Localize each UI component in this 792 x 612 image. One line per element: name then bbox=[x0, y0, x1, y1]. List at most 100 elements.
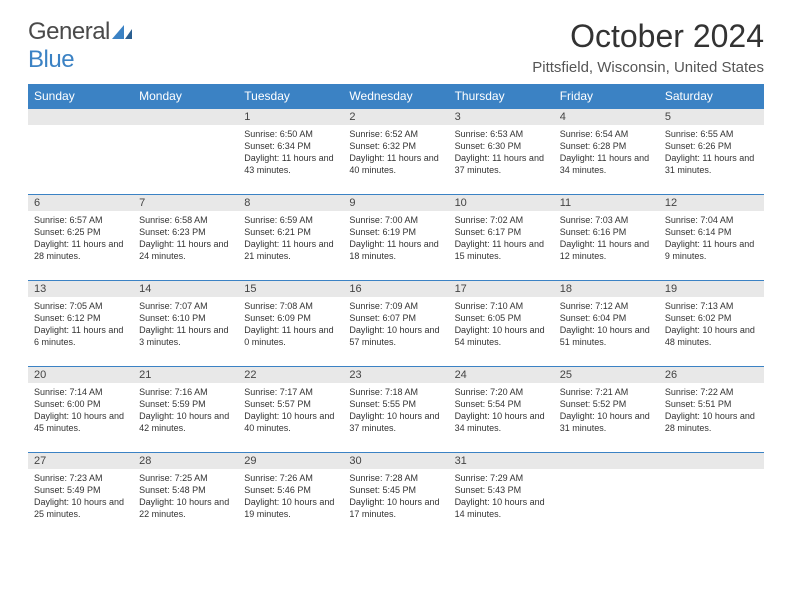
day-content: Sunrise: 7:18 AMSunset: 5:55 PMDaylight:… bbox=[343, 383, 448, 438]
sunset-text: Sunset: 5:59 PM bbox=[139, 398, 232, 410]
sunrise-text: Sunrise: 6:54 AM bbox=[560, 128, 653, 140]
day-content: Sunrise: 7:21 AMSunset: 5:52 PMDaylight:… bbox=[554, 383, 659, 438]
day-number: 6 bbox=[28, 195, 133, 211]
day-number: 25 bbox=[554, 367, 659, 383]
day-cell: 15Sunrise: 7:08 AMSunset: 6:09 PMDayligh… bbox=[238, 281, 343, 367]
logo-sail-icon bbox=[112, 25, 132, 39]
day-content: Sunrise: 7:16 AMSunset: 5:59 PMDaylight:… bbox=[133, 383, 238, 438]
sunset-text: Sunset: 5:55 PM bbox=[349, 398, 442, 410]
day-number: 9 bbox=[343, 195, 448, 211]
logo-text-general: General bbox=[28, 18, 110, 45]
day-content: Sunrise: 6:57 AMSunset: 6:25 PMDaylight:… bbox=[28, 211, 133, 266]
day-cell: 27Sunrise: 7:23 AMSunset: 5:49 PMDayligh… bbox=[28, 453, 133, 539]
daylight-text: Daylight: 10 hours and 17 minutes. bbox=[349, 496, 442, 520]
day-content: Sunrise: 7:10 AMSunset: 6:05 PMDaylight:… bbox=[449, 297, 554, 352]
sunset-text: Sunset: 6:07 PM bbox=[349, 312, 442, 324]
day-content: Sunrise: 7:14 AMSunset: 6:00 PMDaylight:… bbox=[28, 383, 133, 438]
weekday-thursday: Thursday bbox=[449, 84, 554, 109]
day-number: 14 bbox=[133, 281, 238, 297]
day-number: 16 bbox=[343, 281, 448, 297]
day-cell: 6Sunrise: 6:57 AMSunset: 6:25 PMDaylight… bbox=[28, 195, 133, 281]
day-number: 13 bbox=[28, 281, 133, 297]
weekday-friday: Friday bbox=[554, 84, 659, 109]
week-row: 13Sunrise: 7:05 AMSunset: 6:12 PMDayligh… bbox=[28, 281, 764, 367]
daylight-text: Daylight: 10 hours and 51 minutes. bbox=[560, 324, 653, 348]
week-row: 20Sunrise: 7:14 AMSunset: 6:00 PMDayligh… bbox=[28, 367, 764, 453]
day-cell: 31Sunrise: 7:29 AMSunset: 5:43 PMDayligh… bbox=[449, 453, 554, 539]
weekday-wednesday: Wednesday bbox=[343, 84, 448, 109]
sunset-text: Sunset: 6:04 PM bbox=[560, 312, 653, 324]
sunset-text: Sunset: 6:17 PM bbox=[455, 226, 548, 238]
day-cell: 30Sunrise: 7:28 AMSunset: 5:45 PMDayligh… bbox=[343, 453, 448, 539]
day-cell: 18Sunrise: 7:12 AMSunset: 6:04 PMDayligh… bbox=[554, 281, 659, 367]
logo-text-blue: Blue bbox=[28, 46, 74, 73]
sunrise-text: Sunrise: 7:28 AM bbox=[349, 472, 442, 484]
day-cell: 8Sunrise: 6:59 AMSunset: 6:21 PMDaylight… bbox=[238, 195, 343, 281]
day-content: Sunrise: 7:12 AMSunset: 6:04 PMDaylight:… bbox=[554, 297, 659, 352]
sunset-text: Sunset: 5:46 PM bbox=[244, 484, 337, 496]
day-cell: 3Sunrise: 6:53 AMSunset: 6:30 PMDaylight… bbox=[449, 109, 554, 195]
title-block: October 2024 Pittsfield, Wisconsin, Unit… bbox=[532, 18, 764, 76]
sunrise-text: Sunrise: 6:58 AM bbox=[139, 214, 232, 226]
sunset-text: Sunset: 5:45 PM bbox=[349, 484, 442, 496]
week-row: 1Sunrise: 6:50 AMSunset: 6:34 PMDaylight… bbox=[28, 109, 764, 195]
sunrise-text: Sunrise: 7:21 AM bbox=[560, 386, 653, 398]
day-content: Sunrise: 7:22 AMSunset: 5:51 PMDaylight:… bbox=[659, 383, 764, 438]
sunrise-text: Sunrise: 6:52 AM bbox=[349, 128, 442, 140]
day-number: 31 bbox=[449, 453, 554, 469]
day-content: Sunrise: 7:13 AMSunset: 6:02 PMDaylight:… bbox=[659, 297, 764, 352]
sunrise-text: Sunrise: 7:29 AM bbox=[455, 472, 548, 484]
sunrise-text: Sunrise: 7:05 AM bbox=[34, 300, 127, 312]
daylight-text: Daylight: 10 hours and 40 minutes. bbox=[244, 410, 337, 434]
logo: GeneralBlue bbox=[28, 18, 132, 74]
week-row: 6Sunrise: 6:57 AMSunset: 6:25 PMDaylight… bbox=[28, 195, 764, 281]
sunrise-text: Sunrise: 7:22 AM bbox=[665, 386, 758, 398]
empty-cell bbox=[133, 109, 238, 195]
daylight-text: Daylight: 10 hours and 57 minutes. bbox=[349, 324, 442, 348]
day-number: 20 bbox=[28, 367, 133, 383]
daylight-text: Daylight: 11 hours and 6 minutes. bbox=[34, 324, 127, 348]
day-cell: 25Sunrise: 7:21 AMSunset: 5:52 PMDayligh… bbox=[554, 367, 659, 453]
header: GeneralBlue October 2024 Pittsfield, Wis… bbox=[28, 18, 764, 76]
week-row: 27Sunrise: 7:23 AMSunset: 5:49 PMDayligh… bbox=[28, 453, 764, 539]
calendar-page: GeneralBlue October 2024 Pittsfield, Wis… bbox=[0, 0, 792, 557]
sunset-text: Sunset: 5:57 PM bbox=[244, 398, 337, 410]
daylight-text: Daylight: 10 hours and 42 minutes. bbox=[139, 410, 232, 434]
sunset-text: Sunset: 6:16 PM bbox=[560, 226, 653, 238]
day-cell: 24Sunrise: 7:20 AMSunset: 5:54 PMDayligh… bbox=[449, 367, 554, 453]
sunset-text: Sunset: 6:09 PM bbox=[244, 312, 337, 324]
day-cell: 9Sunrise: 7:00 AMSunset: 6:19 PMDaylight… bbox=[343, 195, 448, 281]
sunset-text: Sunset: 6:05 PM bbox=[455, 312, 548, 324]
month-title: October 2024 bbox=[532, 18, 764, 55]
sunset-text: Sunset: 6:23 PM bbox=[139, 226, 232, 238]
day-cell: 7Sunrise: 6:58 AMSunset: 6:23 PMDaylight… bbox=[133, 195, 238, 281]
sunrise-text: Sunrise: 6:55 AM bbox=[665, 128, 758, 140]
day-cell: 11Sunrise: 7:03 AMSunset: 6:16 PMDayligh… bbox=[554, 195, 659, 281]
day-number: 23 bbox=[343, 367, 448, 383]
day-number: 5 bbox=[659, 109, 764, 125]
day-number: 12 bbox=[659, 195, 764, 211]
location: Pittsfield, Wisconsin, United States bbox=[532, 59, 764, 76]
day-number: 22 bbox=[238, 367, 343, 383]
sunset-text: Sunset: 6:14 PM bbox=[665, 226, 758, 238]
day-number: 27 bbox=[28, 453, 133, 469]
day-content: Sunrise: 7:20 AMSunset: 5:54 PMDaylight:… bbox=[449, 383, 554, 438]
calendar-body: 1Sunrise: 6:50 AMSunset: 6:34 PMDaylight… bbox=[28, 109, 764, 539]
day-content: Sunrise: 6:50 AMSunset: 6:34 PMDaylight:… bbox=[238, 125, 343, 180]
day-cell: 16Sunrise: 7:09 AMSunset: 6:07 PMDayligh… bbox=[343, 281, 448, 367]
day-number-empty bbox=[554, 453, 659, 469]
day-number: 17 bbox=[449, 281, 554, 297]
day-content: Sunrise: 7:23 AMSunset: 5:49 PMDaylight:… bbox=[28, 469, 133, 524]
sunset-text: Sunset: 6:30 PM bbox=[455, 140, 548, 152]
daylight-text: Daylight: 11 hours and 37 minutes. bbox=[455, 152, 548, 176]
sunset-text: Sunset: 6:12 PM bbox=[34, 312, 127, 324]
daylight-text: Daylight: 11 hours and 18 minutes. bbox=[349, 238, 442, 262]
day-content: Sunrise: 7:29 AMSunset: 5:43 PMDaylight:… bbox=[449, 469, 554, 524]
day-cell: 10Sunrise: 7:02 AMSunset: 6:17 PMDayligh… bbox=[449, 195, 554, 281]
day-number: 8 bbox=[238, 195, 343, 211]
day-content: Sunrise: 7:25 AMSunset: 5:48 PMDaylight:… bbox=[133, 469, 238, 524]
sunrise-text: Sunrise: 7:26 AM bbox=[244, 472, 337, 484]
weekday-saturday: Saturday bbox=[659, 84, 764, 109]
day-content: Sunrise: 6:55 AMSunset: 6:26 PMDaylight:… bbox=[659, 125, 764, 180]
day-cell: 2Sunrise: 6:52 AMSunset: 6:32 PMDaylight… bbox=[343, 109, 448, 195]
